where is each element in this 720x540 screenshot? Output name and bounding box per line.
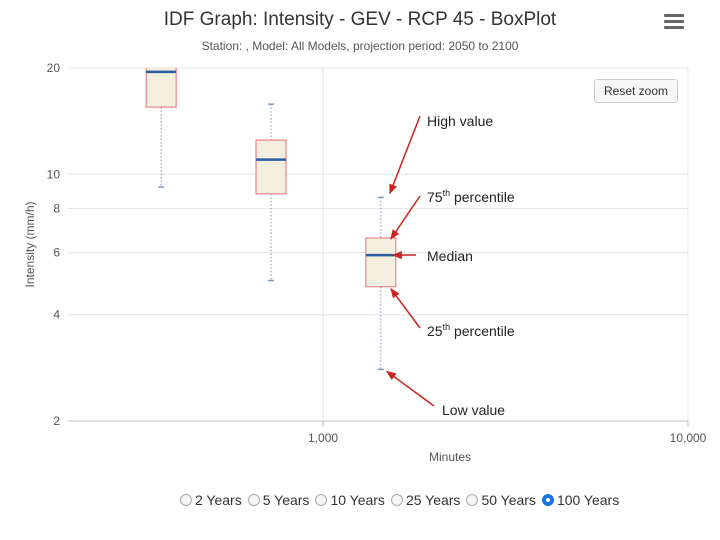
return-period-option[interactable]: 2 Years	[180, 492, 242, 508]
return-period-option[interactable]: 50 Years	[466, 492, 536, 508]
annotation-label: High value	[427, 113, 493, 129]
iqr-box	[255, 139, 287, 195]
radio-circle-icon[interactable]	[315, 494, 328, 506]
return-period-label: 2 Years	[195, 492, 242, 508]
x-axis-label: Minutes	[429, 450, 471, 464]
y-tick-label: 6	[53, 246, 60, 260]
return-period-selector: 2 Years 5 Years 10 Years 25 Years 50 Years 10…	[180, 490, 625, 510]
annotation-arrow	[390, 287, 421, 329]
return-period-label: 100 Years	[556, 492, 620, 508]
return-period-label: 25 Years	[405, 492, 461, 508]
iqr-box	[145, 68, 177, 108]
reset-zoom-button[interactable]: Reset zoom	[594, 79, 678, 103]
return-period-label: 5 Years	[262, 492, 310, 508]
radio-circle-icon[interactable]	[541, 494, 554, 506]
annotation-label: Median	[427, 248, 473, 264]
chart-subtitle: Station: , Model: All Models, projection…	[201, 39, 519, 53]
radio-circle-icon[interactable]	[390, 494, 403, 506]
annotation-arrow	[386, 370, 435, 407]
annotation-label: Low value	[442, 402, 505, 418]
annotation-label: 75th percentile	[427, 188, 515, 205]
radio-circle-icon[interactable]	[466, 494, 479, 506]
y-tick-label: 4	[53, 308, 60, 322]
return-period-option[interactable]: 5 Years	[247, 492, 310, 508]
radio-circle-icon[interactable]	[247, 494, 260, 506]
annotation-label: 25th percentile	[427, 322, 515, 339]
x-tick-label: 1,000	[308, 431, 338, 445]
annotation-arrow	[390, 195, 421, 240]
y-tick-label: 8	[53, 201, 60, 215]
annotation-arrow	[389, 115, 421, 195]
y-axis-label: Intensity (mm/h)	[23, 201, 37, 287]
return-period-option[interactable]: 10 Years	[315, 492, 385, 508]
return-period-label: 10 Years	[330, 492, 385, 508]
y-tick-label: 10	[47, 167, 61, 181]
radio-circle-icon[interactable]	[180, 494, 192, 506]
return-period-option[interactable]: 25 Years	[390, 492, 461, 508]
hamburger-menu-icon[interactable]	[664, 14, 684, 32]
box-series	[145, 68, 397, 371]
chart-title: IDF Graph: Intensity - GEV - RCP 45 - Bo…	[163, 9, 557, 30]
idf-boxplot-chart: 2 4 6 8 10 20 1,000 10,000 Minutes Intensity (mm/…	[23, 61, 707, 464]
return-period-label: 50 Years	[481, 492, 536, 508]
return-period-option[interactable]: 100 Years	[541, 492, 620, 508]
iqr-box	[365, 237, 397, 288]
y-tick-label: 20	[47, 61, 61, 75]
y-tick-label: 2	[53, 414, 60, 428]
x-tick-label: 10,000	[670, 431, 707, 445]
